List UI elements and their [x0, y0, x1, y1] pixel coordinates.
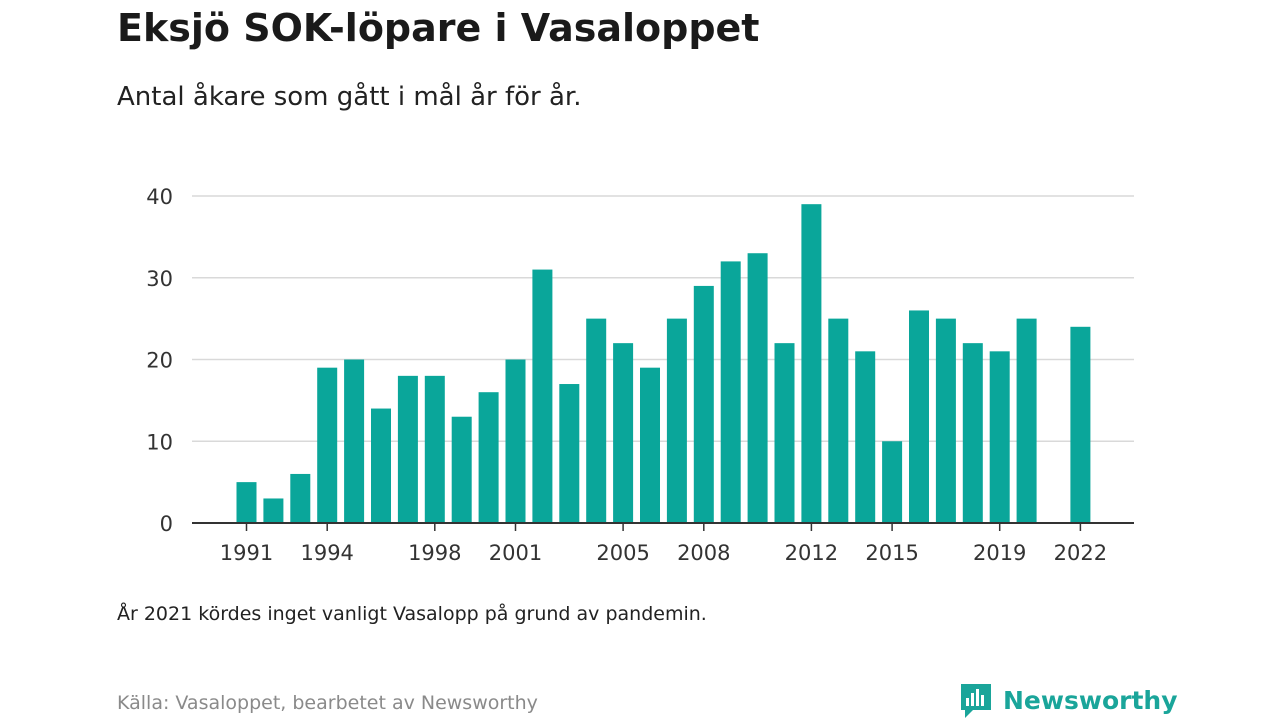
- bar: [666, 318, 687, 523]
- bar: [424, 375, 445, 523]
- bar-chart: 0 10 20 30 40 1991 1994 1998 2001 2005 2008 2012 201…: [146, 185, 1134, 565]
- y-tick-label: 30: [146, 267, 173, 291]
- x-tick-label: 2015: [865, 541, 918, 565]
- bar: [774, 343, 795, 523]
- bar: [720, 261, 741, 523]
- x-tick-label: 1991: [220, 541, 273, 565]
- bar: [586, 318, 607, 523]
- bar: [397, 375, 418, 523]
- bar: [532, 269, 553, 523]
- x-tick-label: 2012: [785, 541, 838, 565]
- x-tick-label: 2005: [596, 541, 649, 565]
- bar: [989, 351, 1010, 523]
- newsworthy-logo-icon: [961, 684, 991, 718]
- bar: [855, 351, 876, 523]
- x-tick-label: 1994: [300, 541, 353, 565]
- x-tick-label: 1998: [408, 541, 461, 565]
- bar: [236, 482, 257, 523]
- bar: [962, 343, 983, 523]
- source-text: Källa: Vasaloppet, bearbetet av Newswort…: [117, 692, 538, 714]
- x-tick-label: 2019: [973, 541, 1026, 565]
- bar: [882, 441, 903, 523]
- y-tick-label: 40: [146, 185, 173, 209]
- bar: [640, 367, 660, 523]
- chart-subtitle: Antal åkare som gått i mål år för år.: [117, 82, 582, 112]
- x-tick-label: 2008: [677, 541, 730, 565]
- bar: [451, 416, 472, 523]
- y-tick-label: 0: [160, 512, 173, 536]
- bar: [317, 367, 338, 523]
- brand-name: Newsworthy: [1003, 685, 1178, 715]
- bar: [344, 359, 365, 523]
- newsworthy-brand[interactable]: Newsworthy: [959, 680, 1178, 720]
- bar: [747, 253, 768, 523]
- bar: [559, 384, 580, 523]
- y-tick-label: 20: [146, 349, 173, 373]
- bar: [371, 408, 391, 523]
- bar: [263, 498, 284, 523]
- bar: [935, 318, 956, 523]
- bar: [478, 392, 499, 523]
- y-tick-label: 10: [146, 430, 173, 454]
- bar: [613, 343, 634, 523]
- x-tick-label: 2001: [489, 541, 542, 565]
- bar: [1016, 318, 1037, 523]
- bar: [801, 204, 822, 524]
- bar: [909, 310, 929, 523]
- x-tick-label: 2022: [1054, 541, 1107, 565]
- bar: [290, 473, 311, 523]
- bar: [693, 285, 714, 523]
- bar: [828, 318, 849, 523]
- bar: [1070, 326, 1091, 523]
- bar: [505, 359, 526, 523]
- chart-title: Eksjö SOK-löpare i Vasaloppet: [117, 6, 760, 50]
- chart-note: År 2021 kördes inget vanligt Vasalopp på…: [117, 603, 707, 625]
